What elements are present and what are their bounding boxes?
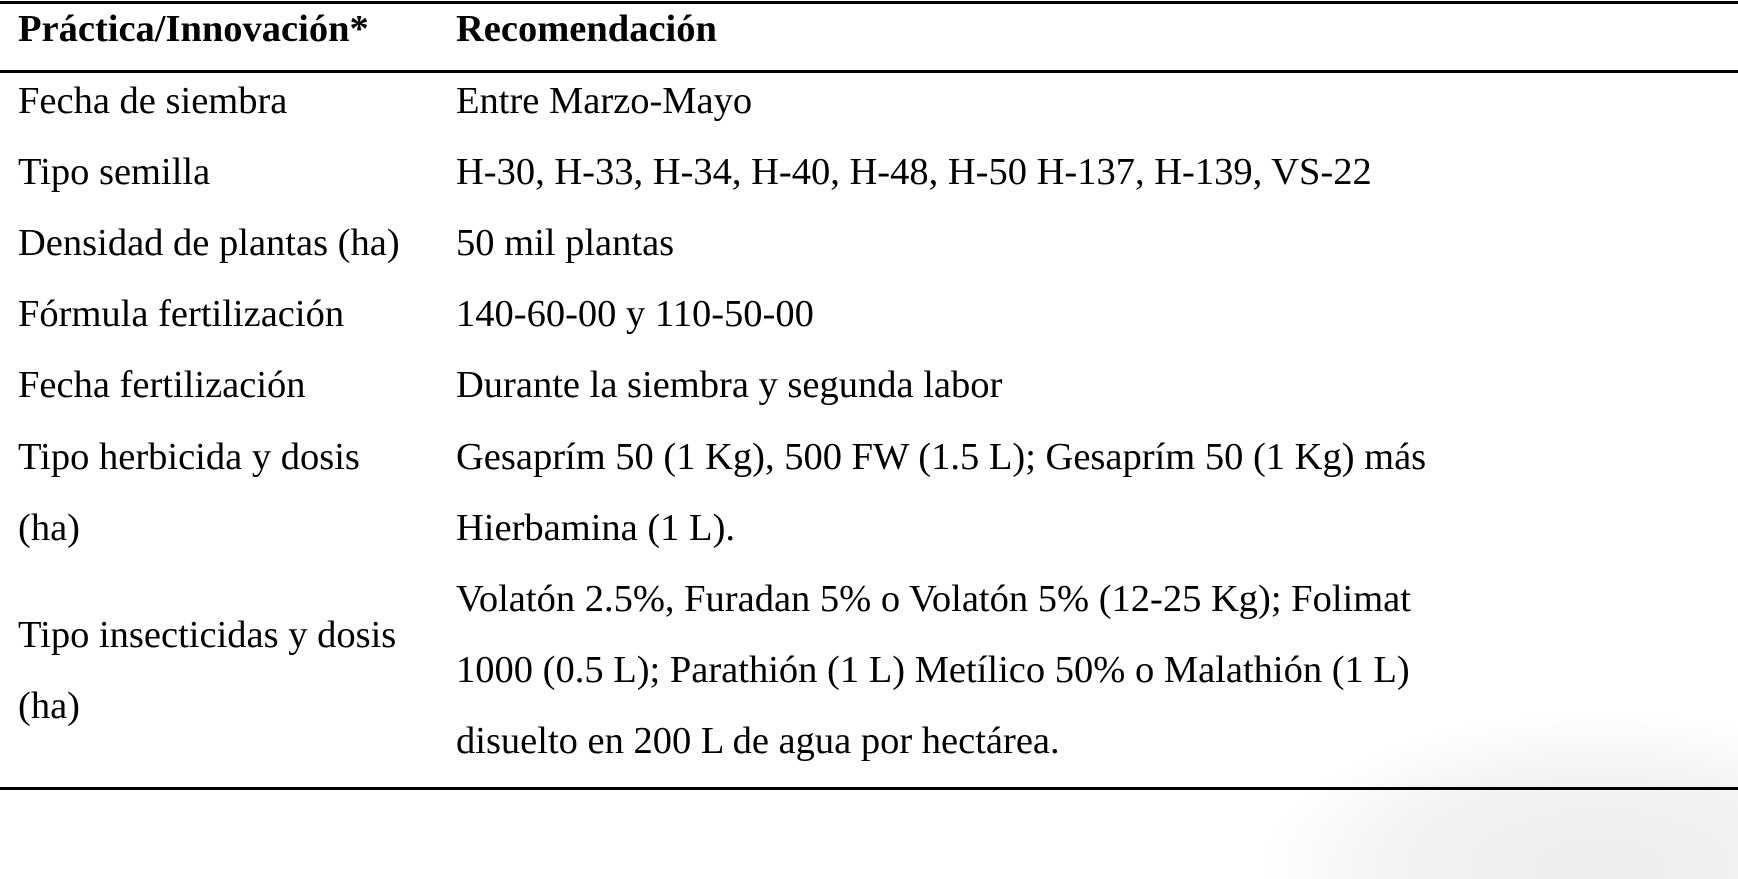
table-row-practice: Tipo herbicida y dosis — [18, 436, 360, 478]
header-recommendation: Recomendación — [456, 8, 717, 50]
table-row-recommendation-cont: 1000 (0.5 L); Parathión (1 L) Metílico 5… — [456, 649, 1410, 691]
table-row-practice: Fecha de siembra — [18, 80, 288, 122]
table-row-recommendation: 50 mil plantas — [456, 222, 675, 264]
table-row-practice: Fecha fertilización — [18, 364, 306, 406]
table-row-practice: Tipo insecticidas y dosis — [18, 614, 397, 656]
table-row-recommendation: Entre Marzo-Mayo — [456, 80, 753, 122]
table-row-practice-cont: (ha) — [18, 685, 80, 727]
table-row-recommendation: Gesaprím 50 (1 Kg), 500 FW (1.5 L); Gesa… — [456, 436, 1427, 478]
table-row-practice-cont: (ha) — [18, 507, 80, 549]
table-row-recommendation: Volatón 2.5%, Furadan 5% o Volatón 5% (1… — [456, 578, 1411, 620]
header-rule — [0, 70, 1738, 73]
table-top-rule — [0, 1, 1738, 4]
table-row-recommendation: 140-60-00 y 110-50-00 — [456, 293, 814, 335]
table-row-recommendation: H-30, H-33, H-34, H-40, H-48, H-50 H-137… — [456, 151, 1372, 193]
table-row-recommendation-cont: Hierbamina (1 L). — [456, 507, 736, 549]
table-row-practice: Fórmula fertilización — [18, 293, 345, 335]
table-row-practice: Densidad de plantas (ha) — [18, 222, 400, 264]
table-row-practice: Tipo semilla — [18, 151, 211, 193]
header-practice: Práctica/Innovación* — [18, 8, 369, 50]
table-bottom-rule — [0, 787, 1738, 790]
table-row-recommendation-cont: disuelto en 200 L de agua por hectárea. — [456, 720, 1060, 762]
table-row-recommendation: Durante la siembra y segunda labor — [456, 364, 1003, 406]
background-watermark — [1150, 640, 1738, 879]
